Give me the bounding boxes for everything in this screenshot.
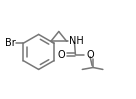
Text: O: O xyxy=(86,50,94,60)
Text: O: O xyxy=(57,50,65,60)
Text: Br: Br xyxy=(5,38,16,48)
Text: NH: NH xyxy=(69,36,83,46)
